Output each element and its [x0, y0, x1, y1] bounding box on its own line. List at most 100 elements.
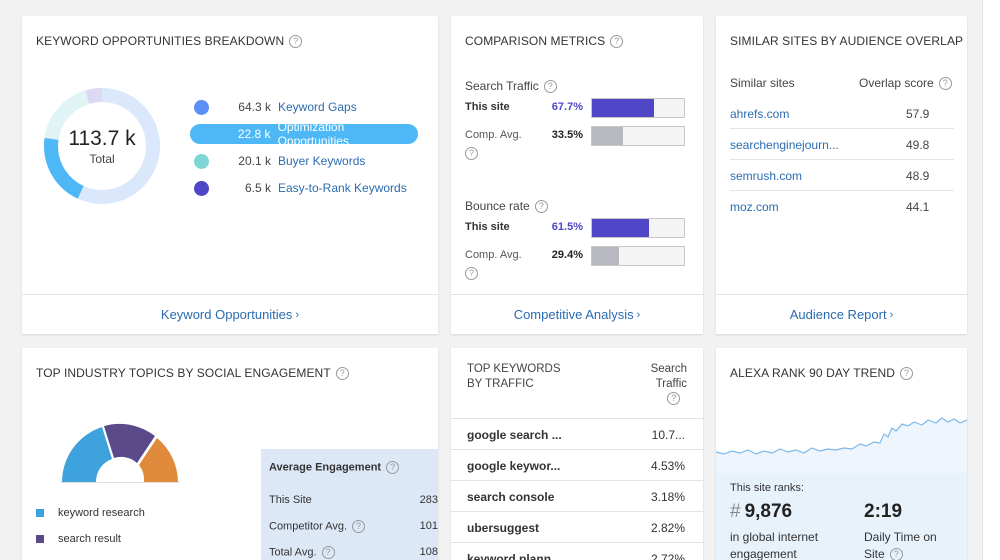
- engagement-label: Total Avg.?: [269, 546, 335, 559]
- engagement-row: Competitor Avg.? 101: [269, 520, 438, 538]
- donut-center: 113.7 k Total: [42, 86, 162, 206]
- legend-link[interactable]: Keyword Gaps: [278, 100, 357, 114]
- card-title: COMPARISON METRICS?: [465, 34, 624, 49]
- row-percent: 67.7%: [551, 101, 583, 113]
- help-icon[interactable]: ?: [667, 392, 681, 406]
- legend-link[interactable]: Optimization Opportunities: [277, 120, 349, 148]
- segment-search-result[interactable]: [104, 423, 155, 463]
- daily-time-value: 2:19: [864, 501, 903, 522]
- engagement-label: Competitor Avg.?: [269, 520, 366, 533]
- total-label: Total: [89, 151, 115, 166]
- chevron-right-icon: ›: [889, 308, 894, 321]
- site-link[interactable]: ahrefs.com: [730, 107, 790, 121]
- similar-site-row: moz.com 44.1: [730, 191, 954, 222]
- keyword-text: google search ...: [467, 428, 562, 442]
- help-icon[interactable]: ?: [335, 367, 349, 381]
- keyword-row[interactable]: search console 3.18%: [451, 480, 703, 511]
- bounce-rate-label: Bounce rate?: [465, 199, 548, 214]
- engagement-value: 283: [419, 494, 438, 506]
- industry-topics-card: TOP INDUSTRY TOPICS BY SOCIAL ENGAGEMENT…: [22, 348, 438, 560]
- col-header-score: Overlap score?: [859, 76, 952, 91]
- trend-area: [716, 418, 967, 474]
- keyword-text: search console: [467, 490, 555, 504]
- help-icon[interactable]: ?: [386, 461, 400, 474]
- overlap-score: 44.1: [906, 200, 930, 214]
- col-header-traffic: Search Traffic ?: [651, 362, 687, 407]
- legend-label: search result: [58, 533, 121, 545]
- row-label: This site: [465, 221, 510, 233]
- help-icon[interactable]: ?: [534, 200, 548, 214]
- help-icon[interactable]: ?: [610, 35, 624, 49]
- legend-link[interactable]: Easy-to-Rank Keywords: [278, 181, 407, 195]
- help-icon[interactable]: ?: [465, 147, 478, 160]
- engagement-label: This Site: [269, 494, 312, 506]
- chevron-right-icon: ›: [636, 308, 641, 321]
- traffic-value: 3.18%: [650, 490, 685, 504]
- legend-item-buyer[interactable]: 20.1 k Buyer Keywords: [190, 151, 365, 171]
- col-header-site: Similar sites: [730, 76, 795, 90]
- keyword-row[interactable]: ubersuggest 2.82%: [451, 511, 703, 542]
- bounce-this-site-row: This site 61.5%: [465, 217, 691, 239]
- card-title: KEYWORD OPPORTUNITIES BREAKDOWN?: [36, 34, 303, 49]
- similar-site-row: semrush.com 48.9: [730, 160, 954, 191]
- engagement-value: 108: [419, 546, 438, 558]
- legend-item-search-result: search result: [36, 533, 121, 545]
- ranks-label: This site ranks:: [730, 482, 804, 494]
- legend-swatch: [36, 535, 44, 543]
- row-percent: 33.5%: [551, 129, 583, 141]
- traffic-value: 10.7...: [651, 428, 685, 442]
- keyword-row[interactable]: keyword plann... 2.72%: [451, 542, 703, 560]
- engagement-title: Average Engagement?: [269, 461, 400, 474]
- keyword-row[interactable]: google search ... 10.7...: [451, 418, 703, 449]
- row-label: This site: [465, 101, 510, 113]
- site-link[interactable]: semrush.com: [730, 169, 803, 183]
- donut-segment-optimization[interactable]: [44, 88, 160, 204]
- traffic-value: 4.53%: [650, 459, 685, 473]
- title-line: BY TRAFFIC: [467, 378, 534, 390]
- overlap-score: 48.9: [906, 169, 930, 183]
- total-value: 113.7 k: [68, 126, 136, 150]
- card-title: TOP KEYWORDS BY TRAFFIC: [467, 362, 561, 392]
- keyword-opportunities-link[interactable]: Keyword Opportunities ›: [22, 294, 438, 334]
- progress-bar: [591, 218, 685, 238]
- search-traffic-label: Search Traffic?: [465, 79, 557, 94]
- keyword-text: google keywor...: [467, 459, 561, 473]
- card-title: ALEXA RANK 90 DAY TREND?: [730, 366, 914, 381]
- donut-segment-easy[interactable]: [44, 88, 160, 204]
- help-icon[interactable]: ?: [543, 80, 557, 94]
- segment-keyword-research[interactable]: [62, 427, 112, 482]
- help-icon[interactable]: ?: [938, 77, 952, 91]
- legend-item-keyword-gaps[interactable]: 64.3 k Keyword Gaps: [190, 97, 357, 117]
- progress-bar: [591, 98, 685, 118]
- comparison-metrics-card: COMPARISON METRICS? Search Traffic? This…: [451, 16, 703, 334]
- audience-report-link[interactable]: Audience Report ›: [716, 294, 967, 334]
- competitive-analysis-link[interactable]: Competitive Analysis ›: [451, 294, 703, 334]
- legend-item-easy-to-rank[interactable]: 6.5 k Easy-to-Rank Keywords: [190, 178, 407, 198]
- daily-time-description: Daily Time on Site?: [864, 530, 937, 560]
- keyword-text: keyword plann...: [467, 552, 562, 560]
- keyword-text: ubersuggest: [467, 521, 540, 535]
- help-icon[interactable]: ?: [465, 267, 478, 280]
- site-link[interactable]: searchenginejourn...: [730, 138, 839, 152]
- similar-sites-card: SIMILAR SITES BY AUDIENCE OVERLAP? Simil…: [716, 16, 967, 334]
- keyword-opportunities-card: KEYWORD OPPORTUNITIES BREAKDOWN? 113.7 k…: [22, 16, 438, 334]
- help-icon[interactable]: ?: [889, 548, 903, 560]
- keyword-row[interactable]: google keywor... 4.53%: [451, 449, 703, 480]
- segment-other[interactable]: [139, 438, 178, 482]
- legend-value: 20.1 k: [238, 154, 271, 168]
- help-icon[interactable]: ?: [289, 35, 303, 49]
- legend-link[interactable]: Buyer Keywords: [278, 154, 366, 168]
- help-icon[interactable]: ?: [321, 546, 335, 559]
- overlap-score: 57.9: [906, 107, 930, 121]
- help-icon[interactable]: ?: [900, 367, 914, 381]
- site-link[interactable]: moz.com: [730, 200, 779, 214]
- bounce-comp-avg-row: Comp. Avg. 29.4% ?: [465, 245, 691, 280]
- legend-item-optimization[interactable]: 22.8 k Optimization Opportunities: [190, 120, 418, 148]
- average-engagement-table: Average Engagement? This Site 283 Compet…: [261, 449, 438, 560]
- progress-bar: [591, 126, 685, 146]
- legend-dot: [194, 153, 209, 169]
- help-icon[interactable]: ?: [352, 520, 366, 533]
- similar-site-row: searchenginejourn... 49.8: [730, 129, 954, 160]
- row-label: Comp. Avg.: [465, 129, 522, 141]
- rank-summary-panel: This site ranks: #9,876 in global intern…: [716, 473, 967, 560]
